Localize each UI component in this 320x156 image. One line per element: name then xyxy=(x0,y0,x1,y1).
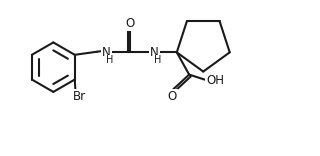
Text: H: H xyxy=(106,55,113,65)
Text: OH: OH xyxy=(206,74,224,87)
Text: O: O xyxy=(126,17,135,30)
Text: O: O xyxy=(168,90,177,103)
Text: N: N xyxy=(102,46,111,59)
Text: H: H xyxy=(154,55,161,65)
Text: N: N xyxy=(150,46,159,59)
Text: Br: Br xyxy=(73,90,86,103)
